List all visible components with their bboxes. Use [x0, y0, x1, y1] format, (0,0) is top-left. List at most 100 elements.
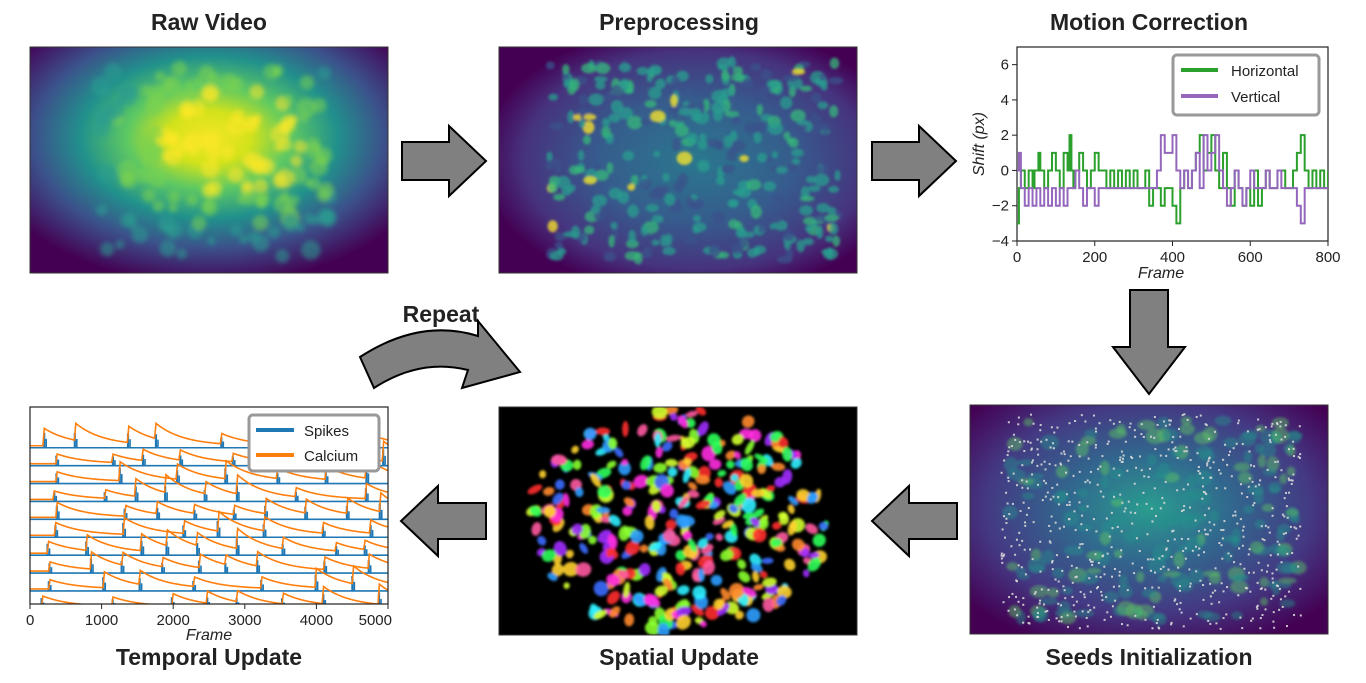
- spatial-footprint: [678, 496, 689, 509]
- seed-dot: [1252, 571, 1255, 574]
- spatial-footprint: [790, 458, 802, 469]
- seed-dot: [1175, 449, 1178, 452]
- spatial-footprint: [593, 580, 609, 597]
- seed-dot: [1246, 430, 1249, 433]
- pre-cell-blob: [721, 164, 736, 174]
- seed-dot: [1112, 585, 1115, 588]
- pre-cell-blob: [693, 214, 701, 222]
- pre-cell-blob: [735, 227, 747, 238]
- seed-dot: [1152, 605, 1155, 608]
- seed-dot: [1097, 468, 1100, 471]
- spatial-footprint: [581, 439, 594, 450]
- spatial-footprint: [669, 413, 678, 421]
- raw-cell-blob: [317, 208, 335, 226]
- pre-cell-blob: [832, 235, 841, 247]
- calcium-trace: [30, 472, 388, 501]
- pre-cell-blob: [692, 222, 707, 232]
- seed-dot: [1036, 612, 1039, 615]
- arrow-preprocessing-to-motion: [871, 123, 958, 199]
- seed-dot: [1248, 450, 1251, 453]
- tu-xtick-label: 3000: [228, 612, 261, 629]
- seed-cell-blob: [1223, 437, 1239, 448]
- pre-cell-blob: [779, 96, 793, 110]
- spatial-footprint: [808, 552, 820, 559]
- seed-dot: [1066, 626, 1069, 629]
- seed-dot: [1170, 623, 1173, 626]
- seed-cell-blob: [1186, 474, 1196, 488]
- mc-ylabel: Shift (px): [971, 112, 988, 176]
- pre-cell-blob: [802, 238, 814, 246]
- spatial-footprint: [607, 533, 618, 549]
- seed-dot: [1271, 507, 1274, 510]
- raw-cell-blob: [160, 222, 170, 233]
- seed-dot: [1055, 617, 1058, 620]
- pre-cell-blob: [588, 93, 604, 106]
- spatial-footprint: [683, 458, 693, 465]
- spatial-footprint: [606, 573, 621, 586]
- title-seeds-initialization: Seeds Initialization: [1045, 644, 1252, 670]
- seed-dot: [1000, 557, 1003, 560]
- pre-cell-blob: [627, 183, 636, 191]
- spatial-footprint: [807, 557, 821, 572]
- seed-dot: [1172, 448, 1175, 451]
- pre-cell-blob: [791, 158, 801, 165]
- seed-dot: [1074, 419, 1077, 422]
- seed-dot: [1020, 566, 1023, 569]
- seed-dot: [1249, 590, 1252, 593]
- seed-cell-blob: [1055, 465, 1069, 479]
- raw-cell-blob: [282, 214, 300, 232]
- spatial-footprint: [676, 606, 692, 617]
- raw-cell-blob: [252, 113, 263, 124]
- arrow-motion-to-seeds: [1110, 289, 1188, 396]
- seed-cell-blob: [1271, 580, 1281, 596]
- seed-cell-blob: [1003, 456, 1019, 473]
- raw-cell-blob: [100, 242, 115, 257]
- seed-cell-blob: [1286, 508, 1299, 517]
- seed-dot: [1103, 565, 1106, 568]
- seed-dot: [1099, 490, 1102, 493]
- raw-cell-blob: [184, 80, 195, 91]
- mc-ytick-label: 6: [1001, 57, 1009, 74]
- spatial-footprint: [663, 528, 676, 543]
- raw-cell-blob: [255, 189, 269, 203]
- seed-dot: [1113, 567, 1116, 570]
- seed-dot: [1122, 457, 1125, 460]
- pre-cell-blob: [672, 137, 681, 152]
- seed-dot: [1194, 545, 1197, 548]
- seed-dot: [1135, 466, 1138, 469]
- pre-cell-blob: [664, 226, 680, 234]
- seed-cell-blob: [1222, 535, 1240, 543]
- spatial-footprint: [547, 572, 558, 581]
- seed-dot: [1176, 457, 1179, 460]
- seed-dot: [1099, 576, 1102, 579]
- seed-dot: [1209, 466, 1212, 469]
- pre-cell-blob: [711, 101, 727, 115]
- seed-dot: [1087, 457, 1090, 460]
- seed-dot: [1282, 532, 1285, 535]
- seed-dot: [1197, 554, 1200, 557]
- spatial-footprint: [704, 606, 720, 620]
- seed-dot: [1274, 460, 1277, 463]
- seed-dot: [1158, 557, 1161, 560]
- seed-dot: [1003, 553, 1006, 556]
- pre-cell-blob: [730, 242, 744, 255]
- seed-dot: [1183, 450, 1186, 453]
- raw-cell-blob: [180, 102, 194, 116]
- seed-dot: [1209, 529, 1212, 532]
- seed-cell-blob: [1006, 562, 1019, 571]
- seed-dot: [1136, 503, 1139, 506]
- seed-dot: [1022, 597, 1025, 600]
- raw-cell-blob: [230, 224, 242, 237]
- spatial-footprint: [675, 562, 686, 576]
- seed-dot: [1182, 549, 1185, 552]
- spatial-footprint: [632, 593, 647, 607]
- pre-cell-blob: [810, 93, 822, 103]
- spatial-footprint: [669, 508, 679, 519]
- seed-dot: [1189, 617, 1192, 620]
- seed-dot: [1032, 521, 1035, 524]
- seed-dot: [1126, 624, 1129, 627]
- spatial-footprint: [596, 506, 611, 514]
- seed-dot: [1281, 605, 1284, 608]
- pre-cell-blob: [625, 239, 639, 249]
- spatial-footprint: [609, 606, 621, 618]
